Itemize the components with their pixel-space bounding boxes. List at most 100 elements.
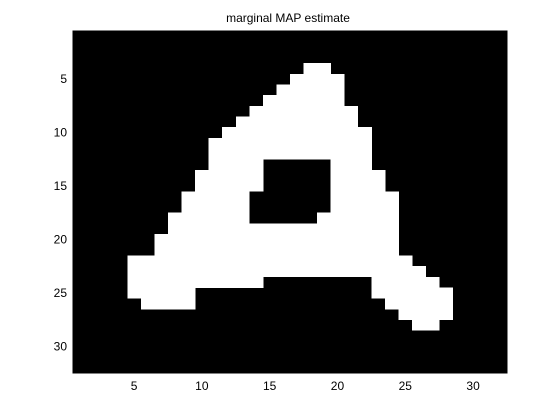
heatmap-cell bbox=[412, 319, 427, 331]
heatmap-cell bbox=[398, 276, 413, 288]
y-tick-label: 20 bbox=[54, 232, 68, 246]
heatmap-cell bbox=[276, 84, 291, 96]
heatmap-cell bbox=[330, 148, 345, 160]
heatmap-cell bbox=[317, 84, 332, 96]
y-tick-label: 10 bbox=[54, 126, 68, 140]
heatmap-cell bbox=[317, 73, 332, 85]
heatmap-cell bbox=[371, 276, 386, 288]
y-axis: 5 10 15 20 25 30 bbox=[54, 72, 507, 353]
heatmap-cell bbox=[371, 223, 386, 235]
heatmap-cell bbox=[195, 191, 210, 203]
heatmap-cell bbox=[371, 191, 386, 203]
heatmap-cell bbox=[276, 95, 291, 107]
heatmap-cell bbox=[195, 255, 210, 267]
heatmap-cell bbox=[412, 308, 427, 320]
heatmap-cell bbox=[357, 266, 372, 278]
heatmap-cell bbox=[235, 244, 250, 256]
heatmap-cell bbox=[344, 127, 359, 139]
heatmap-cell bbox=[344, 180, 359, 192]
heatmap-cell bbox=[235, 191, 250, 203]
heatmap-cell bbox=[412, 298, 427, 310]
heatmap-cell bbox=[344, 159, 359, 171]
heatmap-cell bbox=[262, 95, 277, 107]
x-tick-label: 25 bbox=[399, 379, 413, 393]
heatmap-cell bbox=[208, 255, 223, 267]
heatmap-cell bbox=[222, 276, 237, 288]
heatmap-cell bbox=[249, 244, 264, 256]
heatmap-cell bbox=[317, 127, 332, 139]
heatmap-cell bbox=[222, 202, 237, 214]
heatmap-cell bbox=[276, 116, 291, 128]
heatmap-cell bbox=[303, 255, 318, 267]
heatmap-cell bbox=[357, 255, 372, 267]
heatmap-cell bbox=[330, 212, 345, 224]
heatmap-cell bbox=[330, 244, 345, 256]
heatmap-cell bbox=[371, 255, 386, 267]
heatmap-cell bbox=[317, 95, 332, 107]
heatmap-cell bbox=[181, 202, 196, 214]
heatmap-cell bbox=[235, 255, 250, 267]
heatmap-cell bbox=[412, 266, 427, 278]
heatmap-cell bbox=[317, 266, 332, 278]
heatmap-cell bbox=[208, 234, 223, 246]
x-tick-label: 30 bbox=[466, 379, 480, 393]
heatmap-cell bbox=[249, 159, 264, 171]
heatmap-cell bbox=[262, 223, 277, 235]
heatmap-cell bbox=[330, 159, 345, 171]
heatmap-cell bbox=[344, 116, 359, 128]
heatmap-cell bbox=[181, 223, 196, 235]
heatmap-cell bbox=[290, 105, 304, 117]
heatmap-cell bbox=[154, 298, 169, 310]
heatmap-cell bbox=[235, 223, 250, 235]
heatmap-cell bbox=[357, 180, 372, 192]
plot-area bbox=[72, 30, 508, 374]
heatmap-cell bbox=[290, 255, 304, 267]
heatmap-cell bbox=[127, 266, 142, 278]
heatmap-cell bbox=[290, 244, 304, 256]
heatmap-cell bbox=[195, 223, 210, 235]
heatmap-cell bbox=[181, 287, 196, 299]
heatmap-cell bbox=[276, 234, 291, 246]
heatmap-cell bbox=[290, 73, 304, 85]
heatmap-cell bbox=[317, 244, 332, 256]
heatmap-cell bbox=[425, 287, 440, 299]
heatmap-cell bbox=[181, 244, 196, 256]
heatmap-cell bbox=[290, 116, 304, 128]
heatmap-cell bbox=[303, 244, 318, 256]
heatmap-cell bbox=[303, 105, 318, 117]
heatmap-cell bbox=[384, 223, 399, 235]
heatmap-cell bbox=[181, 298, 196, 310]
heatmap-cell bbox=[412, 276, 427, 288]
heatmap-cell bbox=[330, 266, 345, 278]
heatmap-cell bbox=[398, 308, 413, 320]
heatmap-cell bbox=[330, 234, 345, 246]
heatmap-cell bbox=[140, 276, 155, 288]
heatmap-cell bbox=[344, 137, 359, 149]
heatmap-cell bbox=[303, 137, 318, 149]
heatmap-cell bbox=[330, 255, 345, 267]
heatmap-cell bbox=[222, 266, 237, 278]
heatmap-cell bbox=[371, 169, 386, 182]
heatmap-cell bbox=[330, 191, 345, 203]
heatmap-cell bbox=[290, 84, 304, 96]
heatmap-cell bbox=[208, 202, 223, 214]
heatmap-cell bbox=[222, 159, 237, 171]
heatmap-cell bbox=[235, 127, 250, 139]
heatmap-cell bbox=[357, 127, 372, 139]
heatmap-cell bbox=[384, 202, 399, 214]
heatmap-cell bbox=[344, 169, 359, 182]
heatmap-cell bbox=[249, 223, 264, 235]
heatmap-cell bbox=[195, 169, 210, 182]
heatmap-cell bbox=[276, 244, 291, 256]
heatmap-cell bbox=[195, 276, 210, 288]
heatmap-cell bbox=[181, 266, 196, 278]
heatmap-cell bbox=[425, 298, 440, 310]
heatmap-cell bbox=[425, 319, 440, 331]
heatmap-cell bbox=[303, 63, 318, 75]
heatmap-cell bbox=[140, 266, 155, 278]
heatmap-cell bbox=[357, 159, 372, 171]
heatmap-cell bbox=[154, 276, 169, 288]
heatmap-cell bbox=[317, 137, 332, 149]
heatmap-cell bbox=[181, 276, 196, 288]
